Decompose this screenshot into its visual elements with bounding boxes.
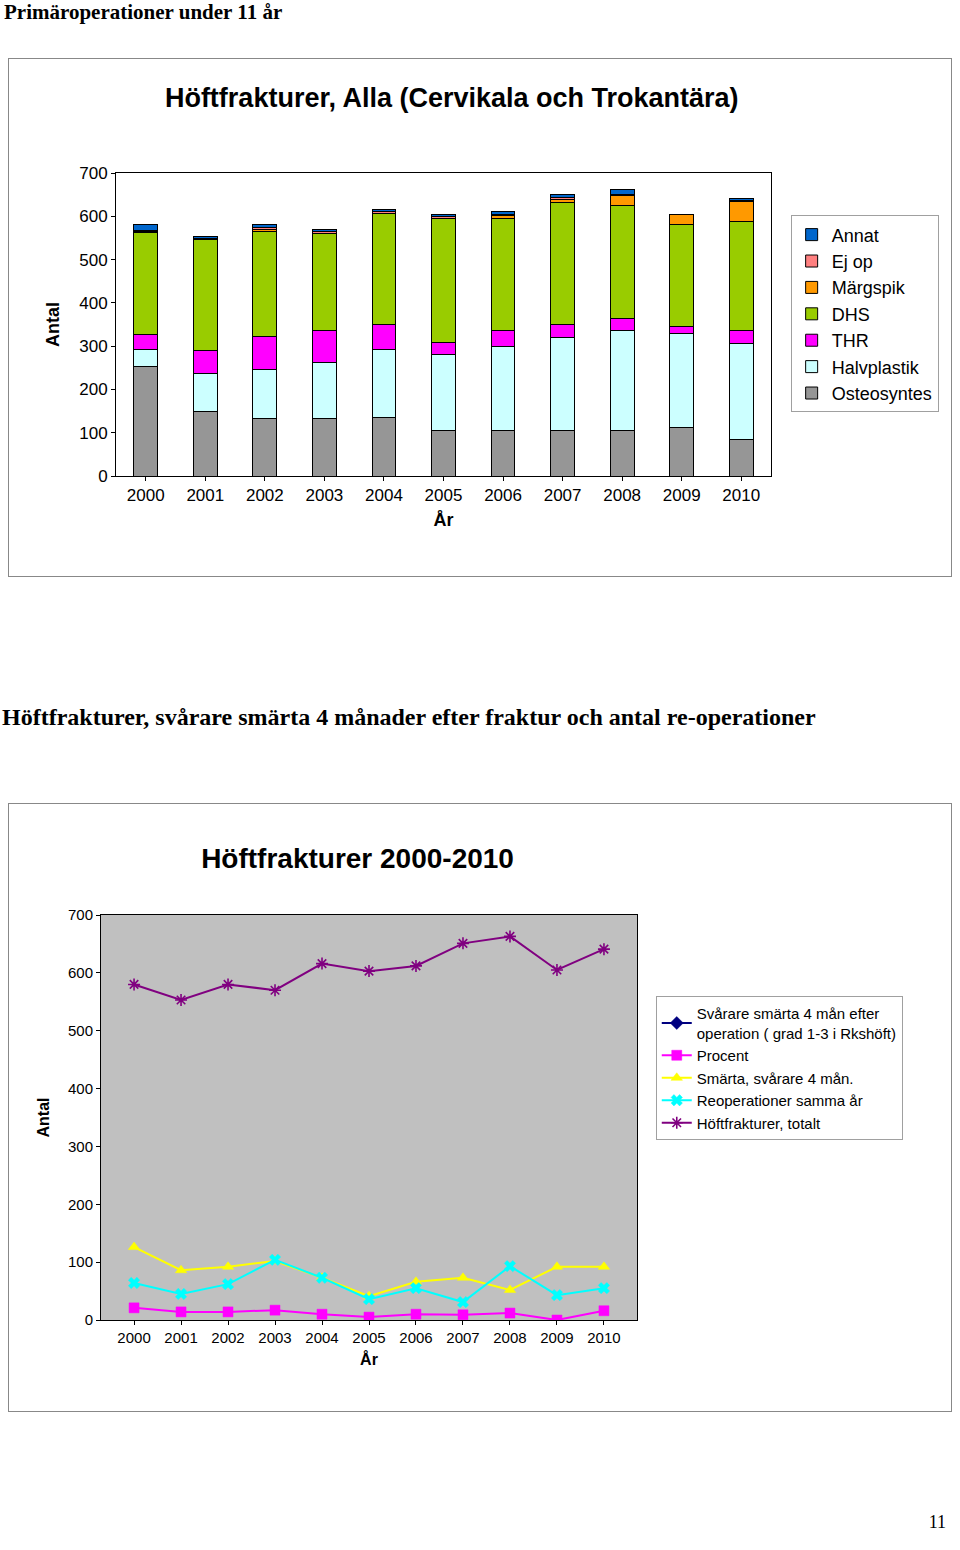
svg-text:2003: 2003 <box>258 1329 291 1346</box>
svg-text:Osteosyntes: Osteosyntes <box>832 384 932 404</box>
svg-text:2003: 2003 <box>305 486 343 505</box>
svg-text:2010: 2010 <box>587 1329 620 1346</box>
html-text:Höftfrakturer, svårare smärta: Höftfrakturer, svårare smärta 4 månader … <box>2 704 816 730</box>
svg-text:Höftfrakturer, totalt: Höftfrakturer, totalt <box>697 1115 821 1132</box>
html-text:Primäroperationer under 11 år: Primäroperationer under 11 år <box>4 0 283 24</box>
svg-text:Svårare smärta 4 mån efteroper: Svårare smärta 4 mån efteroperation ( gr… <box>697 1005 896 1042</box>
svg-text:2001: 2001 <box>164 1329 197 1346</box>
svg-text:300: 300 <box>68 1138 93 1155</box>
svg-text:200: 200 <box>68 1196 93 1213</box>
svg-text:2009: 2009 <box>540 1329 573 1346</box>
svg-text:Höftfrakturer, Alla (Cervikala: Höftfrakturer, Alla (Cervikala och Troka… <box>165 83 739 113</box>
svg-text:2007: 2007 <box>544 486 582 505</box>
svg-text:2010: 2010 <box>722 486 760 505</box>
svg-text:2009: 2009 <box>663 486 701 505</box>
svg-text:2005: 2005 <box>425 486 463 505</box>
svg-text:600: 600 <box>79 207 107 226</box>
svg-text:400: 400 <box>68 1080 93 1097</box>
svg-text:2002: 2002 <box>246 486 284 505</box>
svg-text:700: 700 <box>79 164 107 183</box>
svg-text:200: 200 <box>79 380 107 399</box>
svg-text:År: År <box>360 1350 378 1368</box>
svg-text:100: 100 <box>68 1253 93 1270</box>
svg-text:700: 700 <box>68 906 93 923</box>
svg-text:600: 600 <box>68 964 93 981</box>
svg-text:2002: 2002 <box>211 1329 244 1346</box>
svg-text:År: År <box>433 510 453 530</box>
svg-text:Smärta, svårare 4 mån.: Smärta, svårare 4 mån. <box>697 1070 854 1087</box>
svg-text:Halvplastik: Halvplastik <box>832 358 920 378</box>
svg-text:300: 300 <box>79 337 107 356</box>
svg-text:2001: 2001 <box>186 486 224 505</box>
svg-text:Antal: Antal <box>43 302 63 347</box>
svg-text:Märgspik: Märgspik <box>832 278 906 298</box>
svg-text:500: 500 <box>68 1022 93 1039</box>
svg-text:DHS: DHS <box>832 305 870 325</box>
html-text:11: 11 <box>928 1512 946 1532</box>
svg-text:THR: THR <box>832 331 869 351</box>
svg-text:2005: 2005 <box>352 1329 385 1346</box>
svg-text:2000: 2000 <box>127 486 165 505</box>
svg-text:0: 0 <box>98 467 107 486</box>
svg-text:Procent: Procent <box>697 1047 750 1064</box>
svg-text:2006: 2006 <box>399 1329 432 1346</box>
svg-text:0: 0 <box>85 1311 93 1328</box>
svg-text:2008: 2008 <box>493 1329 526 1346</box>
svg-text:2008: 2008 <box>603 486 641 505</box>
svg-text:2004: 2004 <box>365 486 403 505</box>
svg-text:Antal: Antal <box>35 1098 52 1138</box>
svg-text:2004: 2004 <box>305 1329 338 1346</box>
svg-text:500: 500 <box>79 251 107 270</box>
svg-text:Reoperationer samma år: Reoperationer samma år <box>697 1092 863 1109</box>
svg-text:400: 400 <box>79 294 107 313</box>
svg-text:2000: 2000 <box>117 1329 150 1346</box>
svg-text:Höftfrakturer 2000-2010: Höftfrakturer 2000-2010 <box>201 843 514 874</box>
svg-text:Ej op: Ej op <box>832 252 873 272</box>
svg-text:100: 100 <box>79 424 107 443</box>
svg-text:2006: 2006 <box>484 486 522 505</box>
svg-text:2007: 2007 <box>446 1329 479 1346</box>
svg-text:Annat: Annat <box>832 226 879 246</box>
